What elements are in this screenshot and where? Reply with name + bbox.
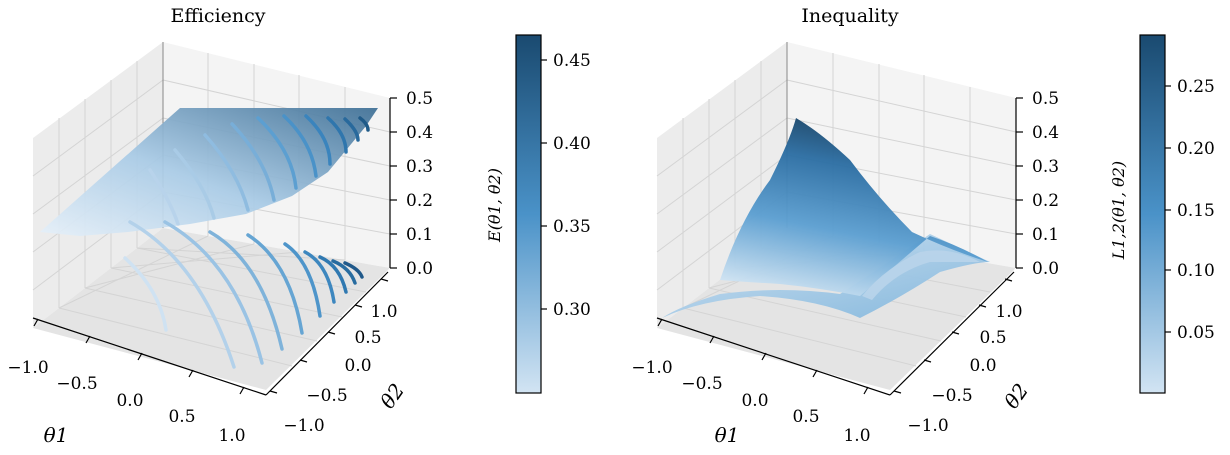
inequality-cbar-tick: 0.20 xyxy=(1177,139,1215,159)
efficiency-ztick-label: 0.4 xyxy=(406,123,433,143)
inequality-ylabel: θ2 xyxy=(999,379,1033,413)
inequality-colorbar: 0.25 0.20 0.15 0.10 0.05 L1,2(θ1, θ2) xyxy=(1109,34,1215,394)
efficiency-title: Efficiency xyxy=(170,5,265,27)
inequality-ztick-label: 0.3 xyxy=(1032,157,1059,177)
inequality-xtick-label: 0.5 xyxy=(792,407,819,427)
inequality-xlabel: θ1 xyxy=(715,423,740,447)
inequality-x-ticks: −1.0 −0.5 0.0 0.5 1.0 xyxy=(631,318,871,446)
efficiency-ztick-label: 0.1 xyxy=(406,225,433,245)
inequality-ztick-label: 0.4 xyxy=(1032,123,1059,143)
efficiency-z-ticks: 0.0 0.1 0.2 0.3 0.4 0.5 xyxy=(390,89,433,279)
inequality-ztick-label: 0.1 xyxy=(1032,225,1059,245)
efficiency-cbar-tick: 0.30 xyxy=(553,300,591,320)
inequality-surface-fold xyxy=(862,250,980,300)
efficiency-ztick-label: 0.3 xyxy=(406,157,433,177)
inequality-z-ticks: 0.0 0.1 0.2 0.3 0.4 0.5 xyxy=(1016,89,1059,279)
inequality-surface-peak xyxy=(720,118,988,296)
efficiency-surface xyxy=(40,108,378,236)
inequality-cbar-tick: 0.10 xyxy=(1177,261,1215,281)
efficiency-contours xyxy=(123,114,370,369)
inequality-ztick-label: 0.2 xyxy=(1032,191,1059,211)
efficiency-xtick-label: 0.0 xyxy=(116,391,143,411)
inequality-xtick-label: 1.0 xyxy=(843,426,870,446)
efficiency-colorbar: 0.45 0.40 0.35 0.30 E(θ1, θ2) xyxy=(485,34,591,394)
efficiency-xtick-label: −0.5 xyxy=(56,374,97,394)
inequality-xtick-label: −1.0 xyxy=(631,358,672,378)
inequality-xtick-label: 0.0 xyxy=(741,391,768,411)
efficiency-cbar-label: E(θ1, θ2) xyxy=(485,168,504,243)
inequality-ytick-label: −1.0 xyxy=(907,416,948,436)
inequality-ztick-label: 0.5 xyxy=(1032,89,1059,109)
efficiency-ytick-label: 1.0 xyxy=(370,302,397,322)
efficiency-xtick-label: 1.0 xyxy=(218,426,245,446)
inequality-ztick-label: 0.0 xyxy=(1032,259,1059,279)
inequality-ytick-label: 0.0 xyxy=(969,356,996,376)
inequality-cbar-tick: 0.25 xyxy=(1177,77,1215,97)
inequality-ytick-label: 1.0 xyxy=(995,302,1022,322)
left-pane xyxy=(657,42,787,328)
efficiency-panel: Efficiency xyxy=(7,5,591,447)
inequality-title: Inequality xyxy=(801,5,899,27)
inequality-xtick-label: −0.5 xyxy=(681,374,722,394)
inequality-cbar-tick: 0.05 xyxy=(1177,323,1215,343)
efficiency-ztick-label: 0.2 xyxy=(406,191,433,211)
efficiency-cbar-tick: 0.40 xyxy=(553,134,591,154)
efficiency-xlabel: θ1 xyxy=(44,423,69,447)
inequality-y-ticks: −1.0 −0.5 0.0 0.5 1.0 xyxy=(893,278,1023,436)
efficiency-ytick-label: 0.0 xyxy=(344,356,371,376)
inequality-cbar-tick: 0.15 xyxy=(1177,201,1215,221)
efficiency-cbar-tick: 0.35 xyxy=(553,217,591,237)
efficiency-ylabel: θ2 xyxy=(375,379,409,413)
efficiency-xtick-label: −1.0 xyxy=(7,358,48,378)
efficiency-xtick-label: 0.5 xyxy=(168,407,195,427)
efficiency-ytick-label: −1.0 xyxy=(283,416,324,436)
inequality-ytick-label: −0.5 xyxy=(931,386,972,406)
inequality-panel: Inequality xyxy=(631,5,1215,447)
inequality-ytick-label: 0.5 xyxy=(979,328,1006,348)
efficiency-ytick-label: −0.5 xyxy=(306,386,347,406)
efficiency-ytick-label: 0.5 xyxy=(354,328,381,348)
efficiency-cbar-tick: 0.45 xyxy=(553,51,591,71)
inequality-cbar-label: L1,2(θ1, θ2) xyxy=(1109,161,1128,260)
efficiency-ztick-label: 0.5 xyxy=(406,89,433,109)
efficiency-y-ticks: −1.0 −0.5 0.0 0.5 1.0 xyxy=(269,278,398,436)
efficiency-ztick-label: 0.0 xyxy=(406,259,433,279)
inequality-surface-lower xyxy=(662,234,990,318)
efficiency-x-ticks: −1.0 −0.5 0.0 0.5 1.0 xyxy=(7,318,246,446)
